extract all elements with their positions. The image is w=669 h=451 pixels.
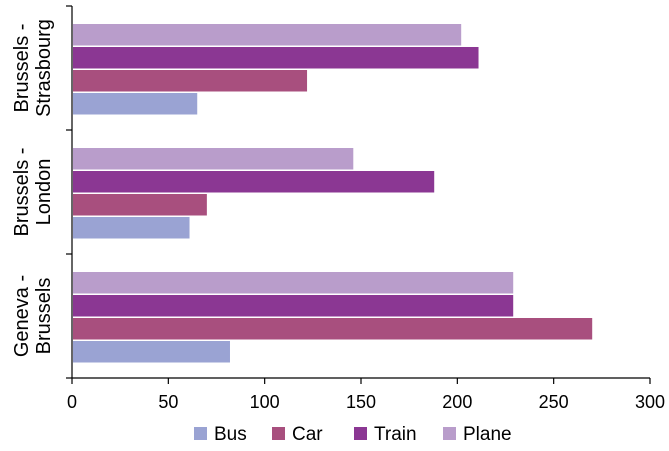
category-label: Brussels - London xyxy=(11,148,55,237)
bar-train-0 xyxy=(73,47,479,69)
bar-train-2 xyxy=(73,295,514,317)
axes-group xyxy=(66,5,651,384)
legend-label-bus: Bus xyxy=(214,424,247,445)
category-label: Geneva - Brussels xyxy=(11,275,55,357)
x-tick-label: 250 xyxy=(539,392,569,412)
category-label-line: Brussels - xyxy=(11,148,33,237)
category-label: Brussels - Strasbourg xyxy=(11,19,55,117)
x-tick-label: 0 xyxy=(67,392,77,412)
x-tick-label: 50 xyxy=(158,392,178,412)
legend-label-train: Train xyxy=(374,424,417,445)
x-tick-label: 100 xyxy=(250,392,280,412)
x-tick-label: 150 xyxy=(346,392,376,412)
category-label-line: Strasbourg xyxy=(33,19,55,117)
bar-bus-0 xyxy=(73,93,198,115)
bar-bus-1 xyxy=(73,217,190,239)
legend-swatch-plane xyxy=(443,427,456,440)
bar-car-1 xyxy=(73,194,207,216)
category-label-line: London xyxy=(33,159,55,226)
x-tick-label: 200 xyxy=(442,392,472,412)
bar-plane-2 xyxy=(73,272,514,294)
legend-label-car: Car xyxy=(292,424,323,445)
bar-car-0 xyxy=(73,70,308,92)
x-tick-label: 300 xyxy=(635,392,665,412)
bar-plane-0 xyxy=(73,24,462,46)
category-label-line: Brussels - xyxy=(11,24,33,113)
bar-train-1 xyxy=(73,171,435,193)
legend: Bus Car Train Plane xyxy=(194,424,512,445)
bar-plane-1 xyxy=(73,148,354,170)
category-label-line: Brussels xyxy=(33,278,55,355)
legend-swatch-train xyxy=(354,427,367,440)
bar-car-2 xyxy=(73,318,593,340)
bar-bus-2 xyxy=(73,341,230,363)
legend-label-plane: Plane xyxy=(463,424,512,445)
legend-swatch-bus xyxy=(194,427,207,440)
x-tick-labels: 0 50 100 150 200 250 300 xyxy=(67,392,665,412)
bars-group xyxy=(73,24,593,363)
legend-swatch-car xyxy=(272,427,285,440)
category-label-line: Geneva - xyxy=(11,275,33,357)
